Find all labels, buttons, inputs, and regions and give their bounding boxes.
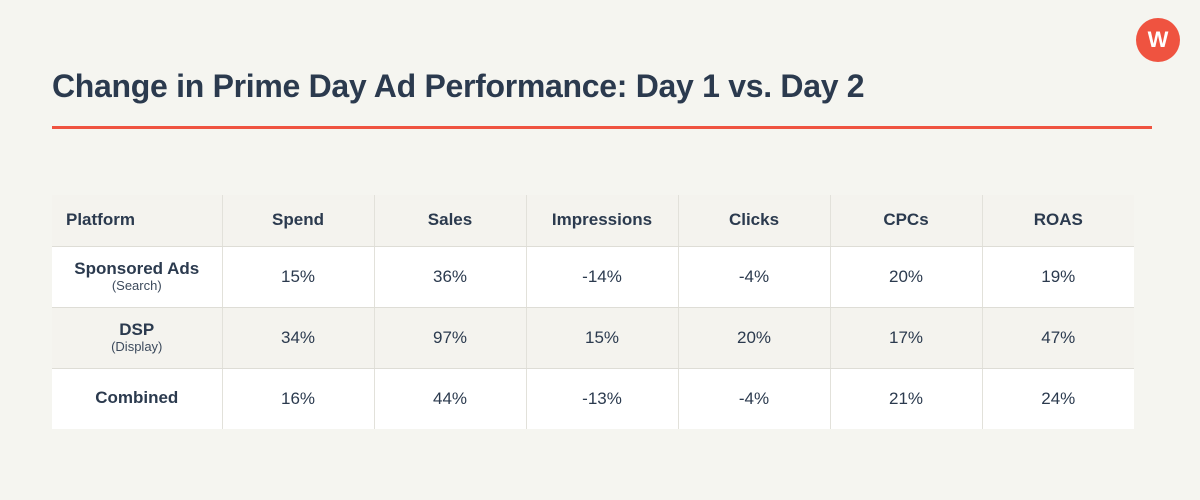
table-row: Combined 16% 44% -13% -4% 21% 24% [52,368,1134,429]
column-header-sales: Sales [374,195,527,247]
platform-cell: Sponsored Ads (Search) [52,246,223,308]
cell-clicks: -4% [678,368,831,429]
cell-cpcs: 17% [830,307,983,369]
platform-name: Combined [95,388,179,408]
cell-roas: 19% [982,246,1134,308]
table-header-row: Platform Spend Sales Impressions Clicks … [52,195,1134,247]
column-header-spend: Spend [222,195,375,247]
platform-subtitle: (Search) [111,278,162,294]
cell-sales: 36% [374,246,527,308]
brand-logo: W [1136,18,1180,62]
cell-roas: 24% [982,368,1134,429]
cell-impressions: 15% [526,307,679,369]
column-header-roas: ROAS [982,195,1134,247]
page-title: Change in Prime Day Ad Performance: Day … [52,68,865,104]
cell-clicks: -4% [678,246,831,308]
cell-impressions: -13% [526,368,679,429]
table-row: DSP (Display) 34% 97% 15% 20% 17% 47% [52,307,1134,369]
performance-table-container: Platform Spend Sales Impressions Clicks … [52,195,1134,429]
title-underline-rule [52,126,1152,129]
cell-cpcs: 21% [830,368,983,429]
cell-sales: 44% [374,368,527,429]
circle-w-logo-icon: W [1147,27,1169,52]
platform-cell: Combined [52,368,223,429]
table-header: Platform Spend Sales Impressions Clicks … [52,195,1134,247]
platform-cell: DSP (Display) [52,307,223,369]
cell-spend: 16% [222,368,375,429]
cell-roas: 47% [982,307,1134,369]
cell-spend: 15% [222,246,375,308]
platform-name: DSP [119,319,155,339]
table-row: Sponsored Ads (Search) 15% 36% -14% -4% … [52,246,1134,308]
cell-impressions: -14% [526,246,679,308]
column-header-platform: Platform [52,195,223,247]
cell-sales: 97% [374,307,527,369]
cell-clicks: 20% [678,307,831,369]
cell-cpcs: 20% [830,246,983,308]
cell-spend: 34% [222,307,375,369]
column-header-clicks: Clicks [678,195,831,247]
column-header-cpcs: CPCs [830,195,983,247]
performance-table: Platform Spend Sales Impressions Clicks … [52,195,1134,429]
platform-name: Sponsored Ads [74,258,200,278]
column-header-impressions: Impressions [526,195,679,247]
platform-subtitle: (Display) [111,339,163,355]
table-body: Sponsored Ads (Search) 15% 36% -14% -4% … [52,246,1134,429]
